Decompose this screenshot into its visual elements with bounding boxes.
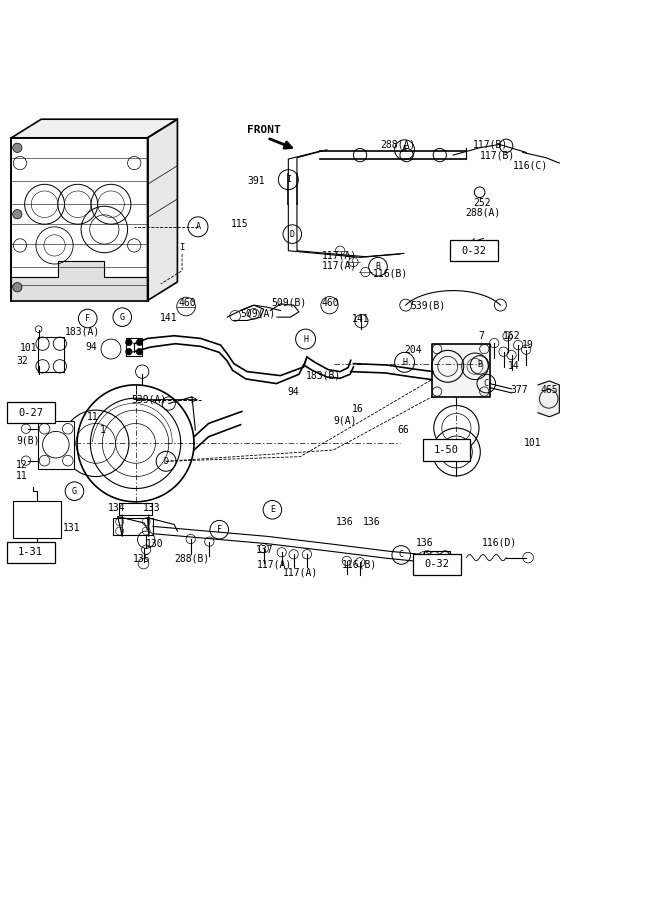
Text: 133: 133	[143, 503, 161, 513]
Text: 288(A): 288(A)	[380, 140, 416, 149]
Circle shape	[13, 143, 22, 152]
Text: 131: 131	[63, 524, 80, 534]
Text: A: A	[402, 145, 407, 154]
Text: D: D	[290, 230, 295, 238]
Polygon shape	[147, 119, 177, 301]
Text: 0-32: 0-32	[462, 246, 487, 256]
Text: 0-27: 0-27	[18, 408, 43, 418]
Text: 9(B): 9(B)	[16, 436, 39, 446]
Text: C: C	[484, 379, 489, 388]
Text: G: G	[120, 312, 125, 321]
Text: 539(B): 539(B)	[411, 301, 446, 310]
Text: 204: 204	[405, 345, 422, 355]
Text: 116(C): 116(C)	[513, 161, 548, 171]
Text: 460: 460	[321, 298, 339, 308]
Text: 141: 141	[159, 313, 177, 323]
Text: 117(A): 117(A)	[257, 559, 292, 569]
Polygon shape	[538, 381, 560, 417]
Text: 116(D): 116(D)	[482, 538, 518, 548]
Text: 141: 141	[352, 314, 369, 324]
Circle shape	[13, 210, 22, 219]
Text: C: C	[399, 551, 404, 560]
Text: 117(A): 117(A)	[283, 568, 318, 578]
Text: 162: 162	[503, 331, 520, 341]
FancyBboxPatch shape	[414, 554, 461, 575]
Text: 117(B): 117(B)	[473, 140, 508, 149]
Text: 32: 32	[16, 356, 28, 366]
Text: 1-31: 1-31	[18, 547, 43, 557]
Text: 117(B): 117(B)	[480, 150, 515, 161]
Circle shape	[136, 348, 143, 355]
Text: 12: 12	[16, 460, 28, 471]
Circle shape	[136, 339, 143, 346]
Text: 135: 135	[133, 554, 151, 564]
Text: G: G	[72, 487, 77, 496]
Polygon shape	[11, 119, 177, 138]
Text: 465: 465	[541, 385, 558, 395]
Text: 136: 136	[363, 517, 380, 526]
Text: 117(A): 117(A)	[322, 250, 358, 260]
Text: 1-50: 1-50	[434, 445, 459, 455]
Text: 377: 377	[510, 385, 528, 395]
Text: F: F	[85, 314, 90, 323]
Text: 134: 134	[107, 503, 125, 513]
Text: 137: 137	[255, 544, 273, 554]
FancyBboxPatch shape	[450, 240, 498, 261]
Text: 116(B): 116(B)	[342, 559, 377, 569]
Text: 183(A): 183(A)	[65, 327, 100, 337]
Text: I: I	[179, 243, 185, 252]
FancyBboxPatch shape	[422, 439, 470, 461]
Text: E: E	[270, 505, 275, 514]
Text: F: F	[217, 526, 221, 535]
Text: 288(B): 288(B)	[174, 554, 209, 564]
Polygon shape	[432, 344, 490, 397]
FancyBboxPatch shape	[424, 551, 450, 565]
Text: 252: 252	[473, 198, 491, 208]
Text: 130: 130	[146, 539, 164, 549]
Circle shape	[125, 348, 132, 355]
Text: B: B	[376, 262, 380, 271]
Text: 391: 391	[247, 176, 265, 186]
Text: 101: 101	[524, 438, 541, 448]
Text: 509(B): 509(B)	[271, 298, 306, 308]
FancyBboxPatch shape	[7, 402, 55, 423]
Text: 136: 136	[336, 517, 353, 526]
Text: 11: 11	[87, 412, 98, 422]
Text: D: D	[163, 457, 169, 466]
Text: 183(B): 183(B)	[305, 371, 341, 381]
FancyBboxPatch shape	[13, 501, 61, 537]
Text: 14: 14	[508, 361, 520, 372]
Text: B: B	[477, 361, 482, 370]
Text: 288(A): 288(A)	[465, 208, 500, 218]
FancyBboxPatch shape	[38, 421, 75, 469]
Text: 11: 11	[16, 471, 28, 481]
Text: 16: 16	[352, 404, 364, 415]
Text: 460: 460	[179, 298, 196, 308]
Text: 136: 136	[416, 538, 434, 548]
Text: H: H	[303, 335, 308, 344]
Text: 94: 94	[287, 386, 299, 397]
Text: 9(A): 9(A)	[334, 415, 357, 425]
Text: 116(B): 116(B)	[374, 268, 409, 278]
Text: H: H	[402, 358, 407, 367]
FancyBboxPatch shape	[7, 542, 55, 562]
Text: 7: 7	[478, 331, 484, 341]
Text: 117(A): 117(A)	[322, 260, 358, 270]
Text: 539(A): 539(A)	[131, 394, 166, 404]
Polygon shape	[11, 261, 147, 301]
Text: 66: 66	[398, 425, 409, 435]
Text: 0-32: 0-32	[425, 559, 450, 569]
Text: I: I	[286, 176, 291, 184]
Text: 19: 19	[522, 340, 534, 350]
Text: 94: 94	[85, 342, 97, 352]
Text: FRONT: FRONT	[247, 125, 281, 135]
Text: A: A	[195, 222, 201, 231]
Circle shape	[13, 283, 22, 292]
Text: 1: 1	[99, 425, 105, 435]
Text: 509(A): 509(A)	[241, 308, 275, 319]
Text: 115: 115	[231, 220, 248, 230]
Circle shape	[125, 339, 132, 346]
Text: 101: 101	[20, 343, 37, 353]
